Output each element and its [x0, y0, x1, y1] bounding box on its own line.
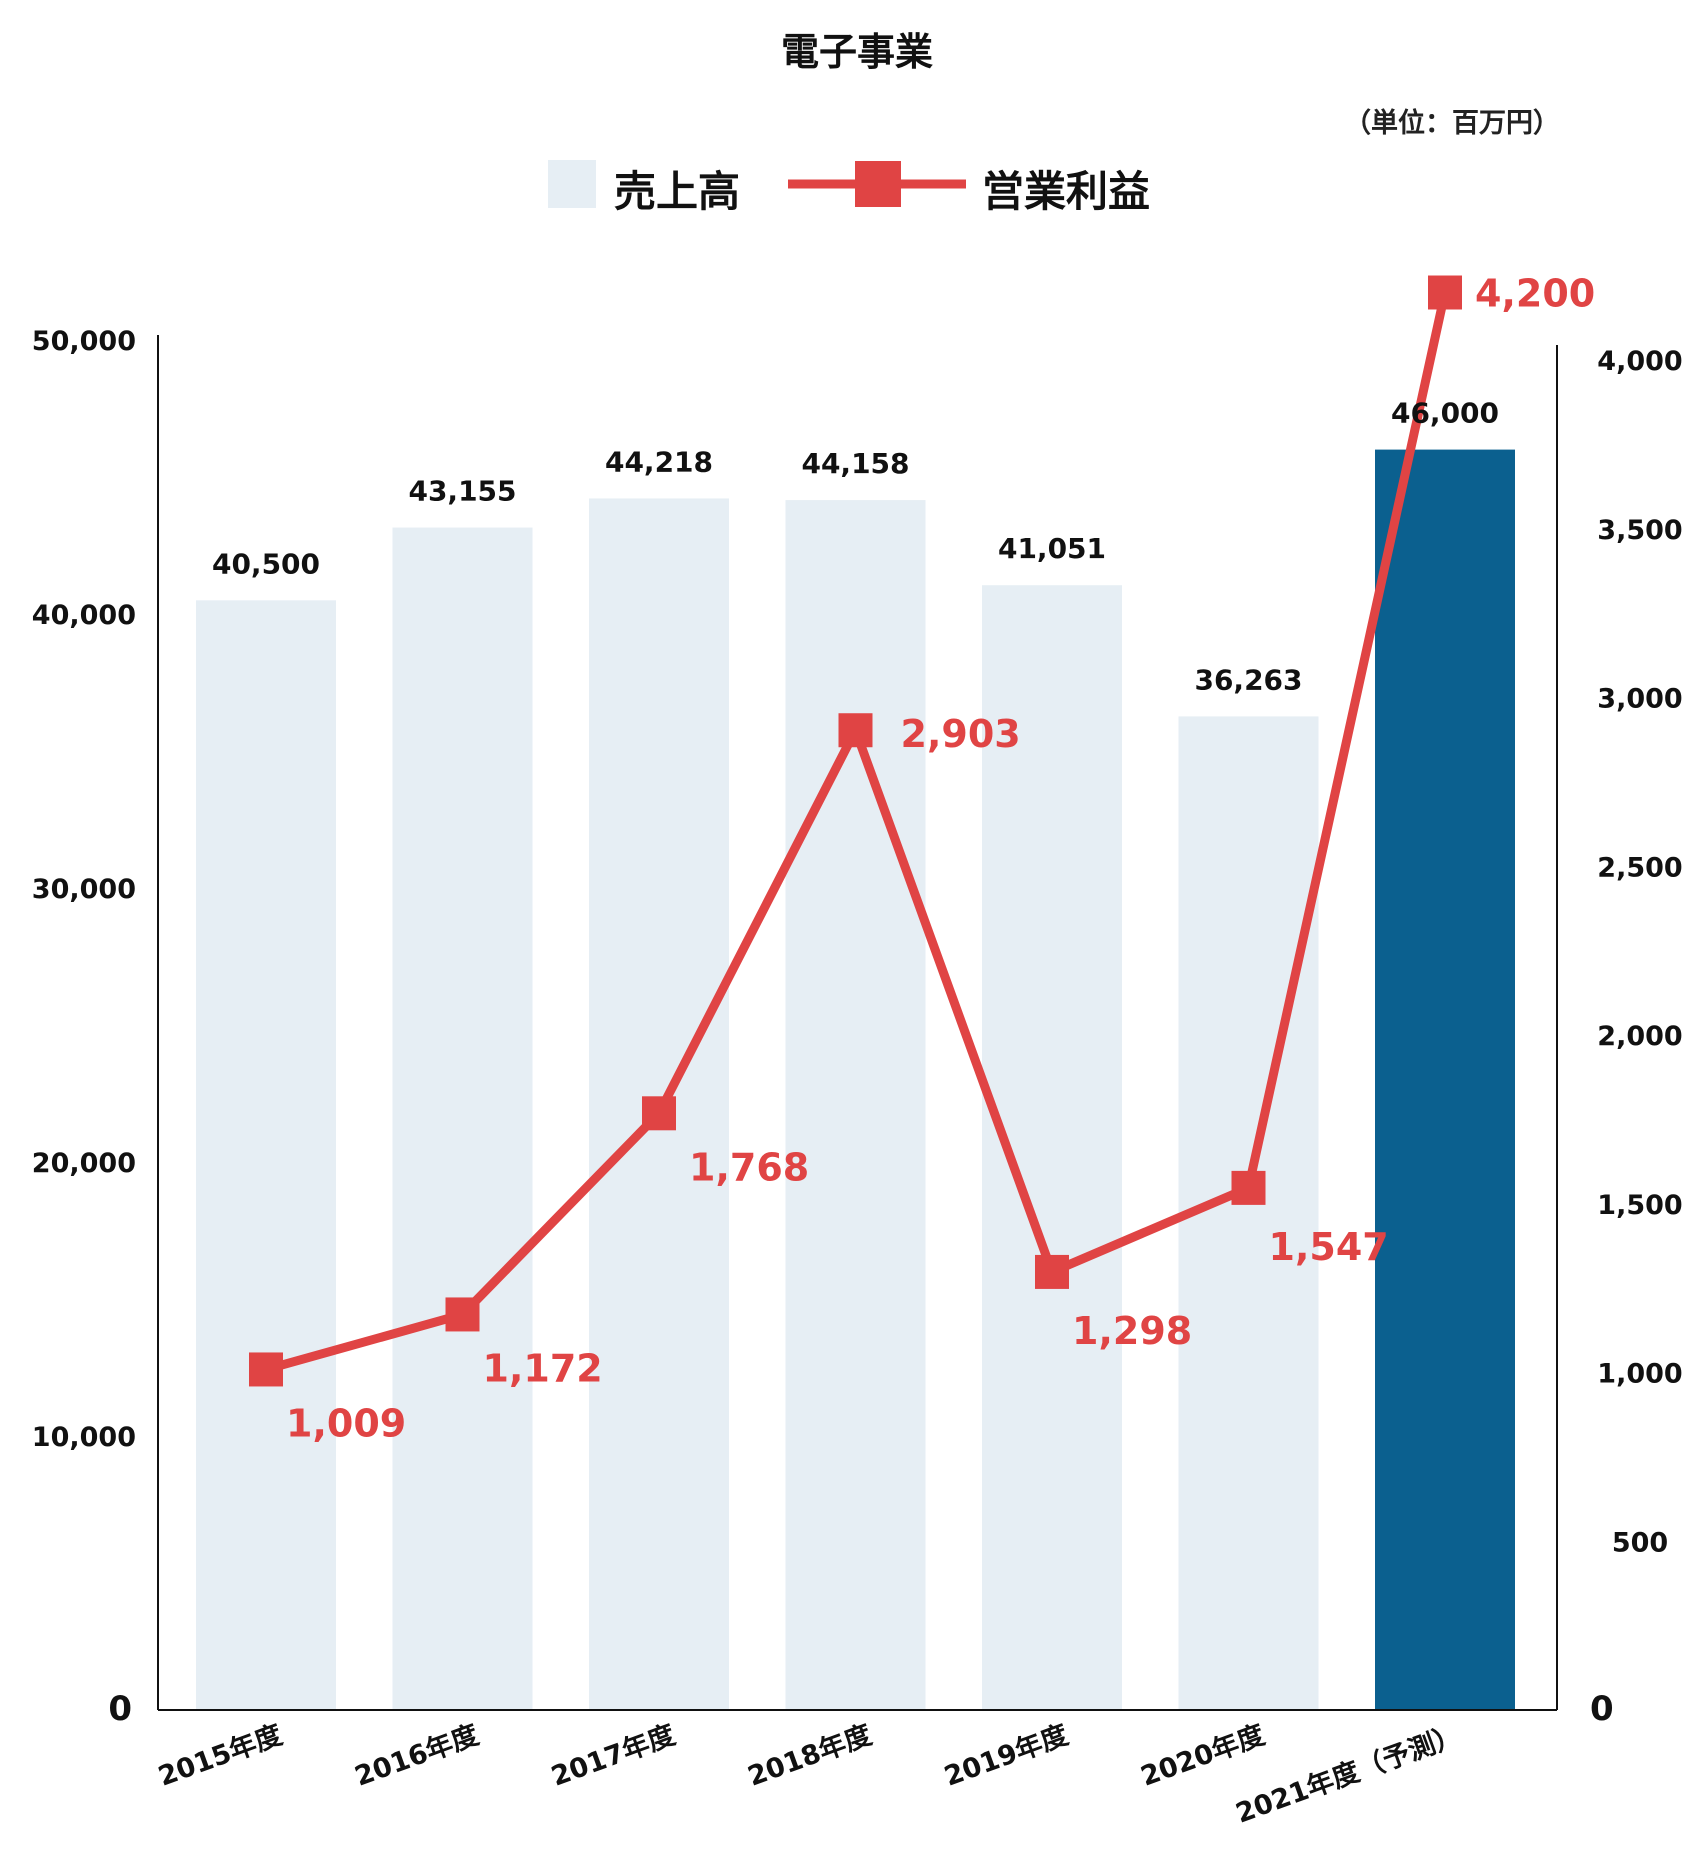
profit-marker [1035, 1254, 1069, 1289]
bar-sales [392, 527, 533, 1710]
bar-sales [196, 600, 336, 1710]
right-tick-label: 0 [1590, 1689, 1614, 1729]
bar-sales [1375, 449, 1515, 1711]
profit-value-label: 1,547 [1269, 1225, 1389, 1269]
right-tick-label: 2,000 [1597, 1021, 1682, 1052]
profit-value-label: 2,903 [901, 712, 1021, 756]
legend-label-sales: 売上高 [614, 167, 740, 216]
profit-marker [1428, 275, 1462, 310]
bar-sales [1178, 716, 1319, 1710]
right-tick-label: 500 [1612, 1527, 1668, 1558]
bar-value-label: 41,051 [998, 532, 1106, 565]
left-tick-label: 0 [108, 1689, 132, 1729]
right-tick-label: 3,500 [1597, 515, 1682, 546]
right-tick-label: 1,000 [1597, 1359, 1682, 1390]
right-tick-label: 3,000 [1597, 684, 1682, 715]
bar-value-label: 46,000 [1391, 397, 1499, 430]
profit-value-label: 1,298 [1072, 1309, 1192, 1353]
profit-value-label: 1,768 [689, 1145, 809, 1189]
left-tick-label: 20,000 [32, 1148, 136, 1179]
legend-label-profit: 営業利益 [982, 167, 1150, 216]
left-tick-label: 10,000 [32, 1422, 136, 1453]
category-label: 2017年度 [547, 1719, 679, 1793]
bar-value-label: 36,263 [1194, 663, 1302, 696]
profit-value-label: 4,200 [1475, 272, 1595, 316]
data-labels: 40,500 43,155 44,218 44,158 41,051 36,263 46,0… [212, 272, 1595, 1446]
profit-marker [1231, 1170, 1266, 1205]
right-tick-label: 4,000 [1597, 346, 1682, 377]
bar-value-label: 44,158 [801, 447, 909, 480]
bar-series-sales [196, 449, 1515, 1711]
profit-marker [642, 1096, 676, 1131]
chart-title: 電子事業 [781, 30, 933, 74]
line-series-profit [249, 275, 1462, 1387]
profit-marker [249, 1352, 283, 1387]
bar-value-label: 43,155 [408, 475, 516, 508]
bar-value-label: 44,218 [605, 445, 713, 478]
category-label: 2018年度 [744, 1719, 876, 1793]
bar-sales [785, 500, 926, 1710]
legend-marker-profit [855, 161, 901, 207]
right-tick-label: 1,500 [1597, 1190, 1682, 1221]
bar-value-label: 40,500 [212, 547, 320, 580]
category-label: 2015年度 [154, 1719, 286, 1793]
category-label: 2019年度 [940, 1719, 1072, 1793]
legend-swatch-sales [548, 160, 596, 208]
profit-value-label: 1,172 [483, 1346, 603, 1390]
left-tick-label: 30,000 [32, 874, 136, 905]
category-label: 2021年度（予測） [1232, 1719, 1466, 1830]
left-tick-label: 50,000 [32, 326, 136, 357]
legend: 売上高 営業利益 [548, 160, 1150, 216]
category-label: 2016年度 [351, 1719, 483, 1793]
unit-note: （単位：百万円） [1344, 107, 1560, 139]
profit-marker [445, 1297, 480, 1332]
left-tick-label: 40,000 [32, 600, 136, 631]
right-tick-label: 2,500 [1597, 852, 1682, 883]
profit-marker [838, 713, 873, 748]
category-label: 2020年度 [1137, 1719, 1269, 1793]
profit-value-label: 1,009 [286, 1401, 406, 1445]
